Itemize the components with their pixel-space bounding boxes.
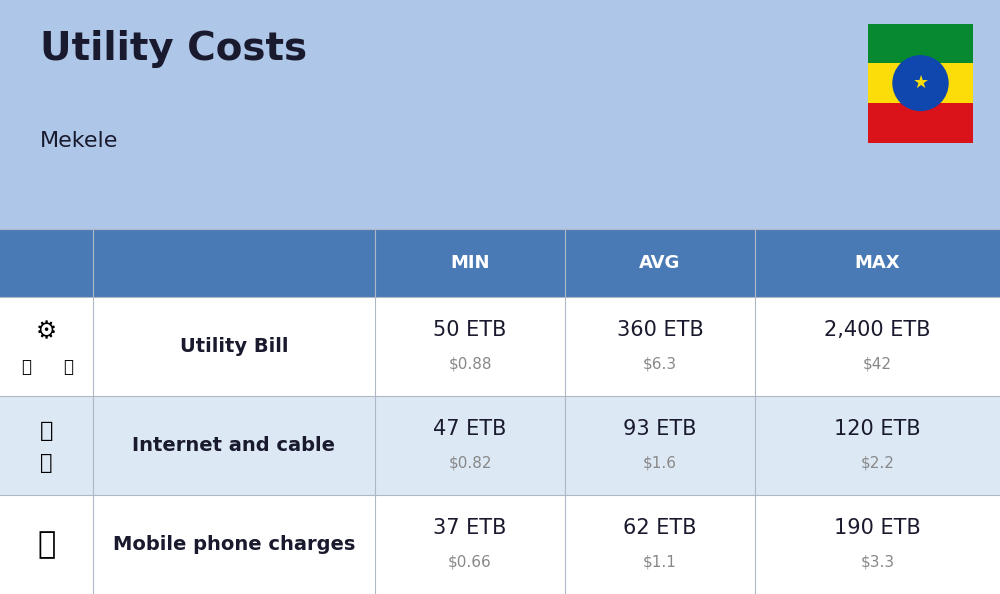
Text: $0.82: $0.82 [448, 456, 492, 471]
Text: ⚙: ⚙ [36, 320, 57, 344]
FancyBboxPatch shape [0, 229, 1000, 297]
Text: 📱: 📱 [37, 530, 56, 559]
Text: Utility Costs: Utility Costs [40, 30, 307, 68]
Text: $3.3: $3.3 [860, 555, 895, 570]
Text: 2,400 ETB: 2,400 ETB [824, 320, 931, 340]
Text: Mobile phone charges: Mobile phone charges [113, 535, 355, 554]
Text: $0.66: $0.66 [448, 555, 492, 570]
Text: $1.6: $1.6 [643, 456, 677, 471]
FancyBboxPatch shape [0, 495, 1000, 594]
Text: $42: $42 [863, 357, 892, 372]
Text: MAX: MAX [855, 254, 900, 272]
Text: 🔋: 🔋 [22, 358, 32, 376]
Text: $2.2: $2.2 [861, 456, 894, 471]
Text: 190 ETB: 190 ETB [834, 518, 921, 538]
Text: 🖨: 🖨 [40, 453, 53, 473]
Text: AVG: AVG [639, 254, 681, 272]
Text: 62 ETB: 62 ETB [623, 518, 697, 538]
Text: $6.3: $6.3 [643, 357, 677, 372]
Text: $1.1: $1.1 [643, 555, 677, 570]
Text: 50 ETB: 50 ETB [433, 320, 507, 340]
FancyBboxPatch shape [868, 103, 973, 143]
FancyBboxPatch shape [0, 297, 1000, 396]
Text: 93 ETB: 93 ETB [623, 419, 697, 439]
Text: 360 ETB: 360 ETB [617, 320, 703, 340]
Text: ★: ★ [912, 74, 929, 92]
Text: 📶: 📶 [40, 421, 53, 441]
Text: Internet and cable: Internet and cable [132, 436, 336, 455]
FancyBboxPatch shape [0, 396, 1000, 495]
Ellipse shape [893, 56, 948, 110]
Text: MIN: MIN [450, 254, 490, 272]
Text: 120 ETB: 120 ETB [834, 419, 921, 439]
Text: 🖼: 🖼 [64, 358, 74, 376]
FancyBboxPatch shape [868, 64, 973, 103]
Text: 47 ETB: 47 ETB [433, 419, 507, 439]
Text: 37 ETB: 37 ETB [433, 518, 507, 538]
Text: Utility Bill: Utility Bill [180, 337, 288, 356]
FancyBboxPatch shape [868, 24, 973, 64]
Text: $0.88: $0.88 [448, 357, 492, 372]
Text: Mekele: Mekele [40, 131, 118, 151]
